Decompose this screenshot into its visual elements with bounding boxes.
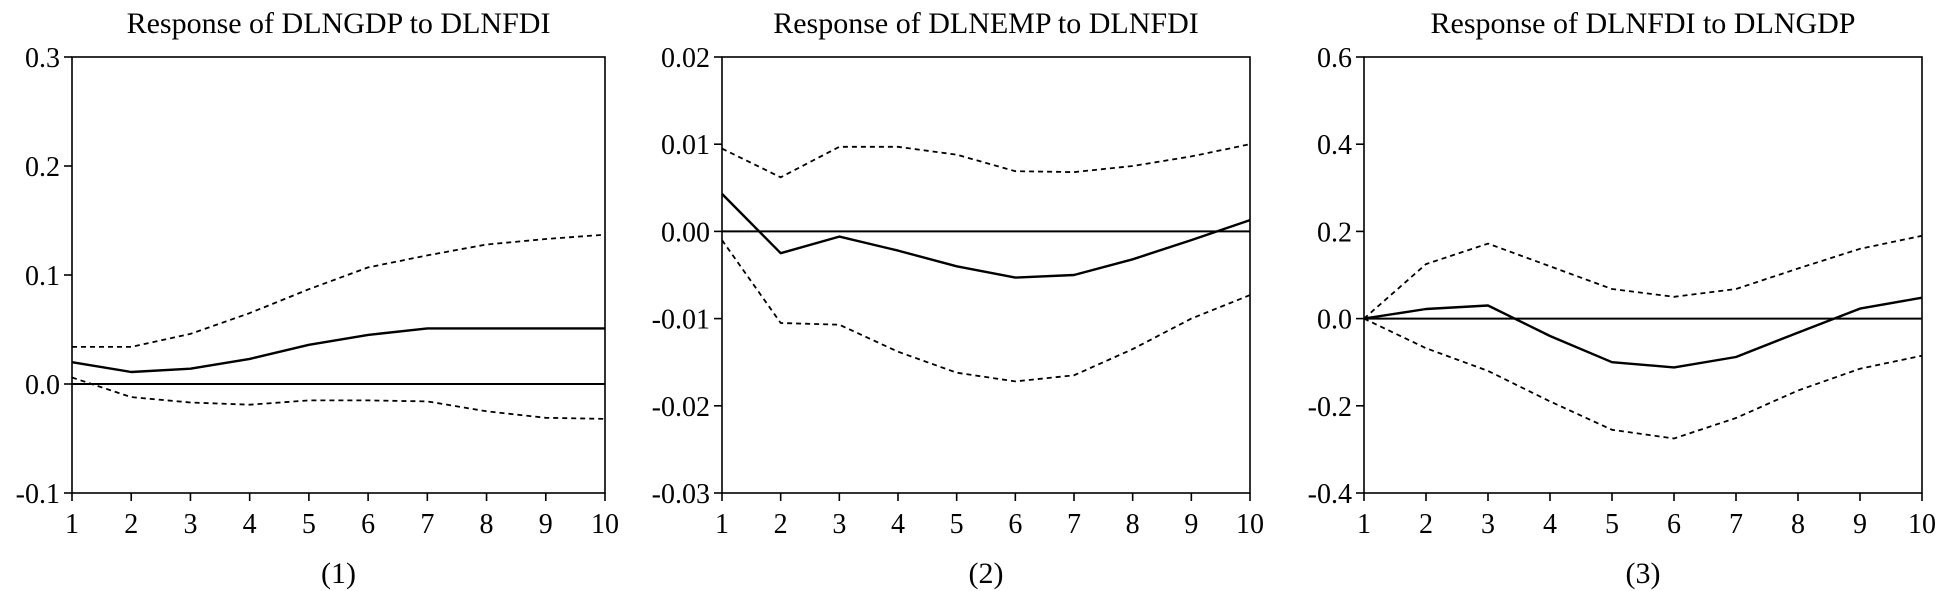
x-tick-label: 4 [1543,509,1557,540]
panel-caption: (2) [969,557,1004,590]
y-tick-label: 0.2 [1317,217,1352,248]
chart-panel-3: Response of DLNFDI to DLNGDP -0.4 -0.2 0.0 0… [1308,7,1936,590]
chart-title: Response of DLNEMP to DLNFDI [773,7,1199,40]
y-tick-label: -0.4 [1308,479,1352,510]
x-tick-label: 4 [243,509,257,540]
x-tick-label: 2 [124,509,138,540]
upper-confidence-band [72,233,606,348]
y-tick-label: 0.2 [25,152,60,183]
impulse-response-line [721,193,1251,279]
impulse-response-line [1363,296,1923,369]
plot-frame [1363,56,1923,494]
x-tick-label: 5 [950,509,964,540]
x-tick-label: 7 [420,509,434,540]
y-tick-label: 0.1 [25,261,60,292]
x-tick-label: 9 [539,509,553,540]
chart-title: Response of DLNFDI to DLNGDP [1431,7,1856,40]
x-tick-label: 5 [1605,509,1619,540]
y-tick-label: 0.01 [661,130,710,161]
lower-confidence-band [721,239,1251,383]
x-tick-label: 3 [832,509,846,540]
plot-frame [721,56,1251,494]
x-tick-label: 8 [1126,509,1140,540]
x-tick-label: 1 [1357,509,1371,540]
y-tick-label: 0.3 [25,43,60,74]
x-tick-label: 10 [591,509,619,540]
y-tick-label: -0.02 [652,392,710,423]
x-tick-label: 3 [183,509,197,540]
x-tick-label: 5 [302,509,316,540]
y-tick-label: 0.00 [661,217,710,248]
x-tick-label: 10 [1236,509,1264,540]
y-tick-label: 0.02 [661,43,710,74]
x-tick-label: 3 [1481,509,1495,540]
x-tick-label: 2 [774,509,788,540]
y-tick-label: -0.1 [16,479,60,510]
lower-confidence-band [1363,317,1923,440]
chart-panel-1: Response of DLNGDP to DLNFDI -0.1 0.0 0.1 0.… [16,7,619,590]
x-tick-label: 10 [1908,509,1936,540]
chart-panel-2: Response of DLNEMP to DLNFDI -0.03 -0.02 -0… [652,7,1264,590]
plot-frame [71,56,606,494]
x-tick-label: 6 [1667,509,1681,540]
y-tick-label: 0.6 [1317,43,1352,74]
x-tick-label: 8 [480,509,494,540]
upper-confidence-band [721,143,1251,179]
panel-caption: (1) [321,557,356,590]
chart-title: Response of DLNGDP to DLNFDI [127,7,551,40]
x-tick-label: 6 [361,509,375,540]
x-tick-label: 1 [715,509,729,540]
y-tick-label: 0.0 [25,370,60,401]
x-tick-label: 9 [1184,509,1198,540]
x-tick-label: 9 [1853,509,1867,540]
panel-caption: (3) [1626,557,1661,590]
x-tick-label: 1 [65,509,79,540]
y-tick-label: 0.0 [1317,305,1352,336]
y-tick-label: -0.2 [1308,392,1352,423]
impulse-response-line [71,327,605,374]
upper-confidence-band [1363,234,1923,320]
x-tick-label: 7 [1067,509,1081,540]
x-tick-label: 2 [1419,509,1433,540]
x-tick-label: 7 [1729,509,1743,540]
lower-confidence-band [71,376,606,420]
y-tick-label: -0.01 [652,305,710,336]
x-tick-label: 8 [1791,509,1805,540]
x-tick-label: 6 [1008,509,1022,540]
x-tick-label: 4 [891,509,905,540]
y-tick-label: -0.03 [652,479,710,510]
y-tick-label: 0.4 [1317,130,1352,161]
